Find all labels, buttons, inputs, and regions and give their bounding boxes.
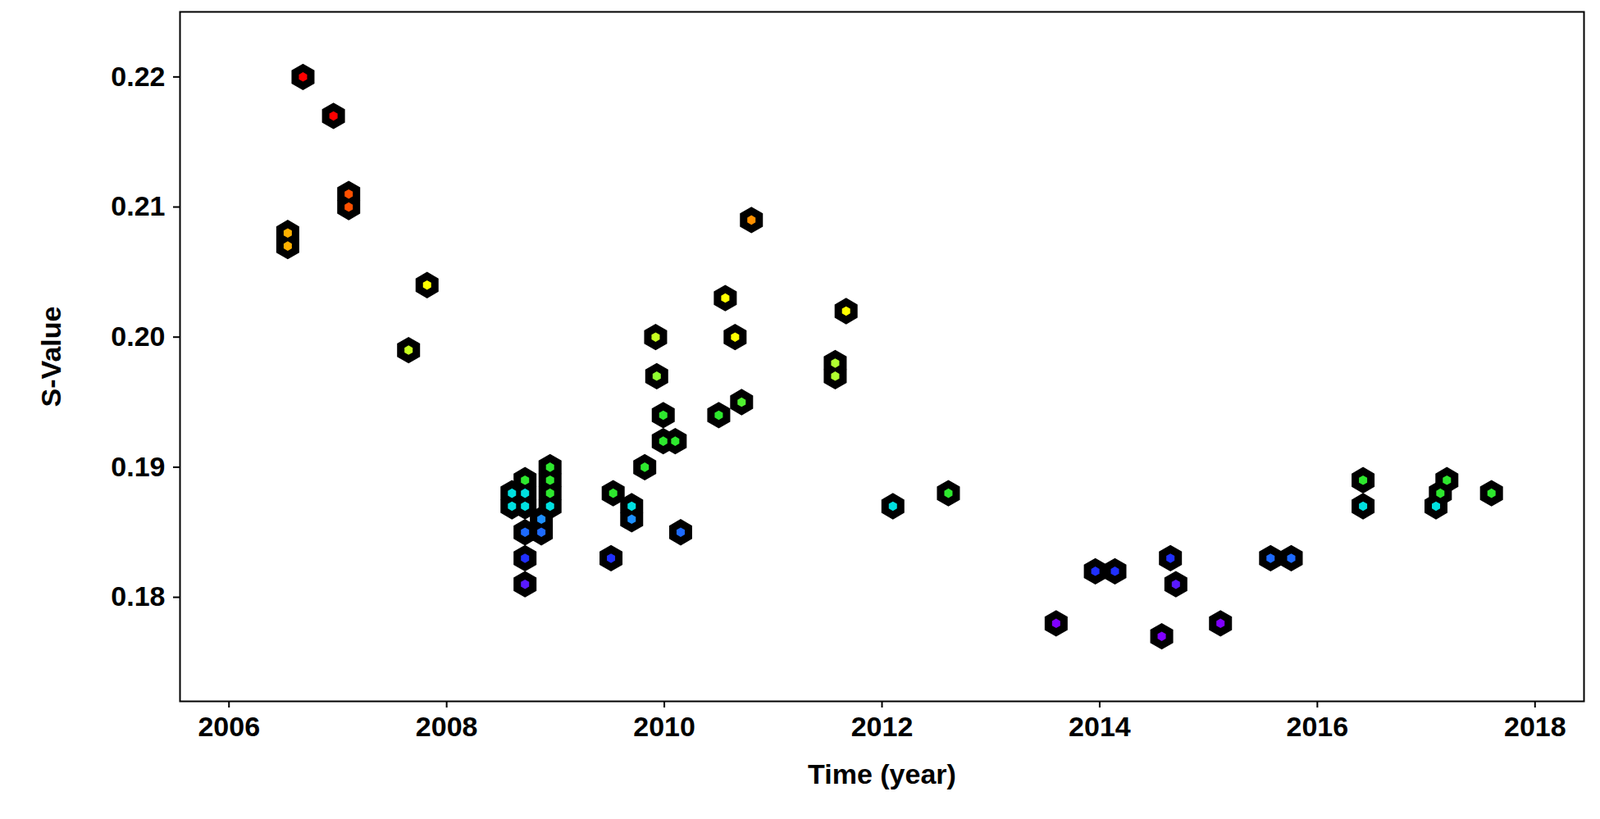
svg-text:2012: 2012 <box>851 711 914 743</box>
svg-text:0.22: 0.22 <box>110 60 165 92</box>
svg-text:2016: 2016 <box>1286 711 1350 743</box>
svg-text:S-Value: S-Value <box>35 306 67 408</box>
svg-text:Time (year): Time (year) <box>807 758 957 790</box>
svg-text:2008: 2008 <box>415 711 479 743</box>
svg-text:2014: 2014 <box>1068 711 1131 743</box>
svg-text:0.19: 0.19 <box>110 451 165 483</box>
svg-text:0.20: 0.20 <box>110 320 165 352</box>
svg-text:0.21: 0.21 <box>110 190 165 222</box>
svg-text:0.18: 0.18 <box>110 580 165 612</box>
svg-text:2010: 2010 <box>633 711 696 743</box>
svg-text:2018: 2018 <box>1504 711 1567 743</box>
svg-text:2006: 2006 <box>197 711 260 743</box>
